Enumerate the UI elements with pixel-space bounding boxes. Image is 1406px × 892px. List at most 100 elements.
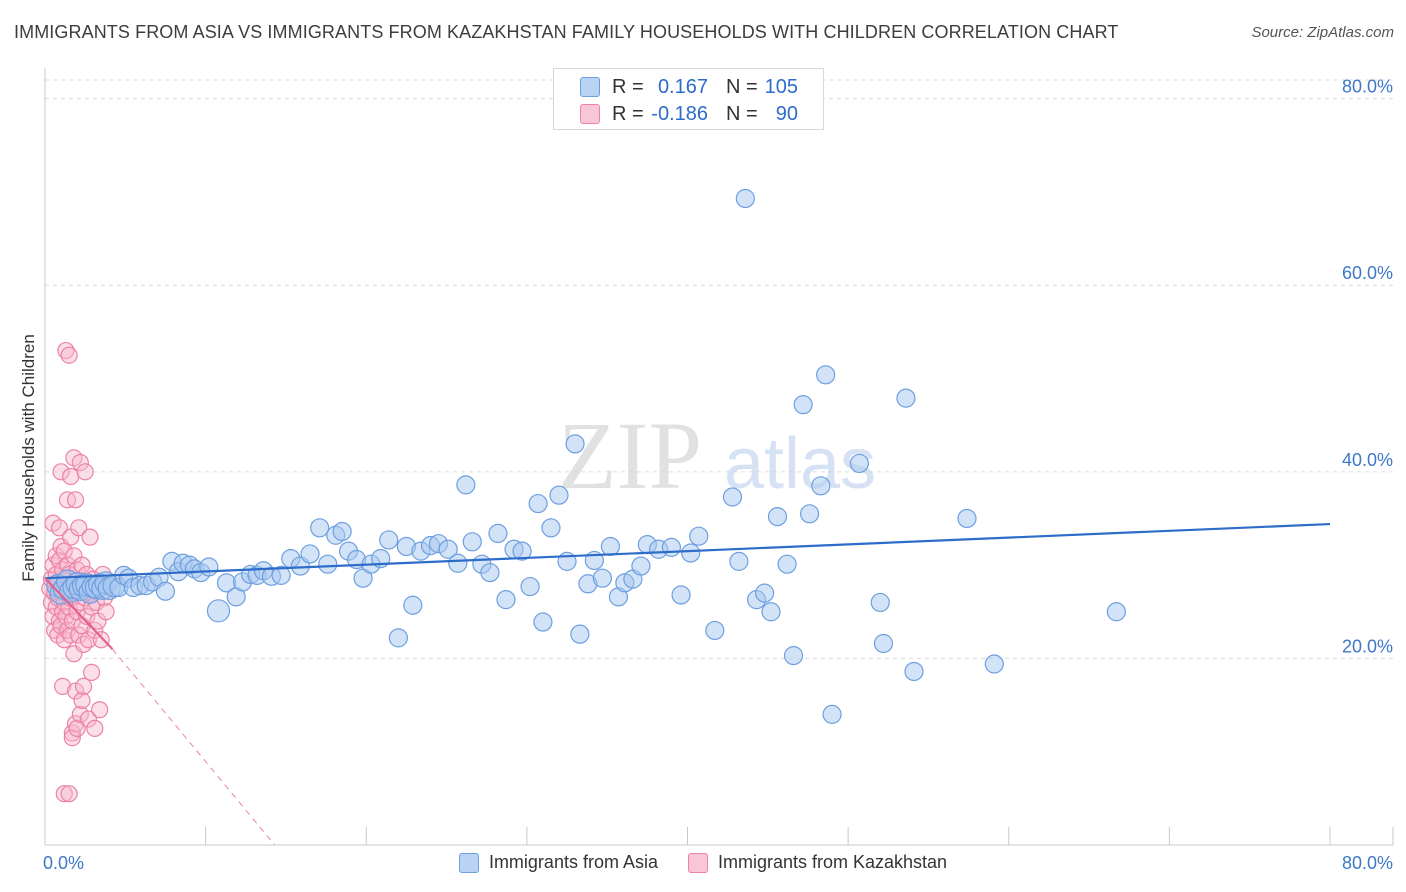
kazakhstan-swatch	[580, 104, 600, 124]
asia-point	[533, 612, 553, 632]
asia-point	[448, 553, 468, 573]
asia-n-value: 105	[764, 75, 798, 98]
asia-point	[332, 521, 352, 542]
y-axis-label: Family Households with Children	[19, 334, 38, 582]
asia-point	[488, 523, 508, 544]
asia-point	[870, 592, 890, 613]
asia-swatch	[580, 77, 600, 97]
asia-r-label: R =	[612, 75, 644, 98]
kazakhstan-point	[71, 453, 89, 472]
asia-point	[984, 654, 1004, 674]
asia-point	[206, 599, 231, 623]
asia-r-value: 0.167	[657, 75, 708, 98]
kazakhstan-point	[66, 491, 85, 509]
asia-point	[671, 585, 691, 605]
asia-point	[873, 633, 894, 654]
kazakhstan-point	[73, 691, 91, 709]
asia-point	[735, 188, 755, 209]
asia-point	[767, 507, 788, 527]
kazakhstan-point	[97, 603, 115, 621]
asia-point	[849, 453, 869, 474]
y-tick-labels: 20.0% 40.0% 60.0% 80.0%	[1342, 77, 1393, 657]
asia-point	[310, 518, 330, 538]
kazakhstan-point	[60, 346, 78, 364]
kazakhstan-point	[63, 729, 81, 747]
kazakhstan-point	[74, 677, 93, 696]
asia-point	[271, 565, 291, 585]
x-tick-label-right: 80.0%	[1342, 853, 1393, 873]
asia-n-label: N =	[726, 75, 758, 98]
asia-point	[520, 576, 540, 597]
asia-point	[600, 536, 621, 557]
kazakhstan-point	[47, 547, 65, 565]
asia-point	[199, 557, 219, 577]
kazakhstan-point	[55, 785, 73, 803]
asia-point	[565, 434, 585, 454]
stats-legend: R = 0.167 N = 105 R = -0.186 N = 90	[553, 68, 824, 130]
bottom-legend: Immigrants from Asia Immigrants from Kaz…	[0, 852, 1406, 873]
asia-point	[456, 475, 476, 495]
source-label: Source: ZipAtlas.com	[1251, 24, 1394, 41]
asia-point	[403, 595, 423, 615]
legend-item-asia[interactable]: Immigrants from Asia	[458, 852, 658, 873]
kazakhstan-point	[91, 701, 109, 719]
kazakhstan-trend-line	[44, 577, 114, 650]
asia-point	[783, 646, 804, 666]
y-tick-label-80: 80.0%	[1342, 77, 1393, 97]
asia-point	[799, 504, 820, 524]
asia-point	[570, 624, 590, 644]
asia-point	[705, 620, 725, 641]
kazakhstan-point	[63, 724, 81, 742]
y-tick-label-20: 20.0%	[1342, 636, 1393, 656]
asia-point	[379, 530, 399, 550]
kazakhstan-point	[50, 519, 69, 537]
kazakhstan-point	[76, 463, 94, 481]
kazakhstan-point	[79, 631, 97, 649]
kazakhstan-point	[92, 631, 110, 649]
legend-asia-label: Immigrants from Asia	[488, 852, 658, 872]
asia-point	[388, 628, 408, 648]
kazakhstan-point	[78, 607, 96, 626]
asia-point	[496, 590, 516, 610]
asia-point	[754, 583, 775, 603]
legend-item-kazakhstan[interactable]: Immigrants from Kazakhstan	[687, 852, 947, 873]
asia-point	[155, 581, 176, 601]
asia-point	[300, 544, 320, 564]
kazakhstan-point	[52, 463, 70, 481]
kazakhstan-point	[55, 542, 73, 560]
kazakhstan-point	[66, 682, 85, 700]
asia-point	[793, 395, 813, 415]
asia-point	[528, 493, 548, 514]
kazakhstan-point	[74, 635, 93, 654]
asia-point	[729, 551, 749, 571]
asia-point	[681, 543, 701, 563]
legend-kazakhstan-swatch	[687, 852, 708, 873]
asia-point	[462, 532, 482, 552]
kazakhstan-point	[62, 467, 80, 486]
kazakhstan-r-value: -0.186	[651, 102, 708, 125]
asia-point	[761, 602, 781, 622]
asia-point	[480, 562, 500, 583]
chart-title: IMMIGRANTS FROM ASIA VS IMMIGRANTS FROM …	[14, 22, 1119, 42]
asia-point	[811, 476, 831, 496]
asia-point	[631, 556, 651, 576]
asia-point	[816, 365, 836, 385]
trend-lines	[44, 522, 1331, 846]
asia-point	[722, 487, 743, 507]
kazakhstan-point	[70, 626, 88, 644]
asia-point	[541, 518, 561, 538]
asia-point	[512, 541, 532, 561]
kazakhstan-point	[73, 556, 91, 574]
kazakhstan-n-value: 90	[775, 102, 798, 125]
axes	[44, 68, 1394, 846]
legend-asia-swatch	[458, 852, 479, 873]
y-tick-label-40: 40.0%	[1342, 450, 1393, 470]
asia-point	[438, 539, 458, 559]
asia-point	[904, 661, 924, 682]
kazakhstan-point	[82, 663, 101, 682]
watermark: ZIP atlas	[558, 402, 876, 509]
asia-point	[957, 508, 977, 529]
asia-points	[46, 188, 1126, 724]
watermark-zip: ZIP	[558, 402, 702, 509]
